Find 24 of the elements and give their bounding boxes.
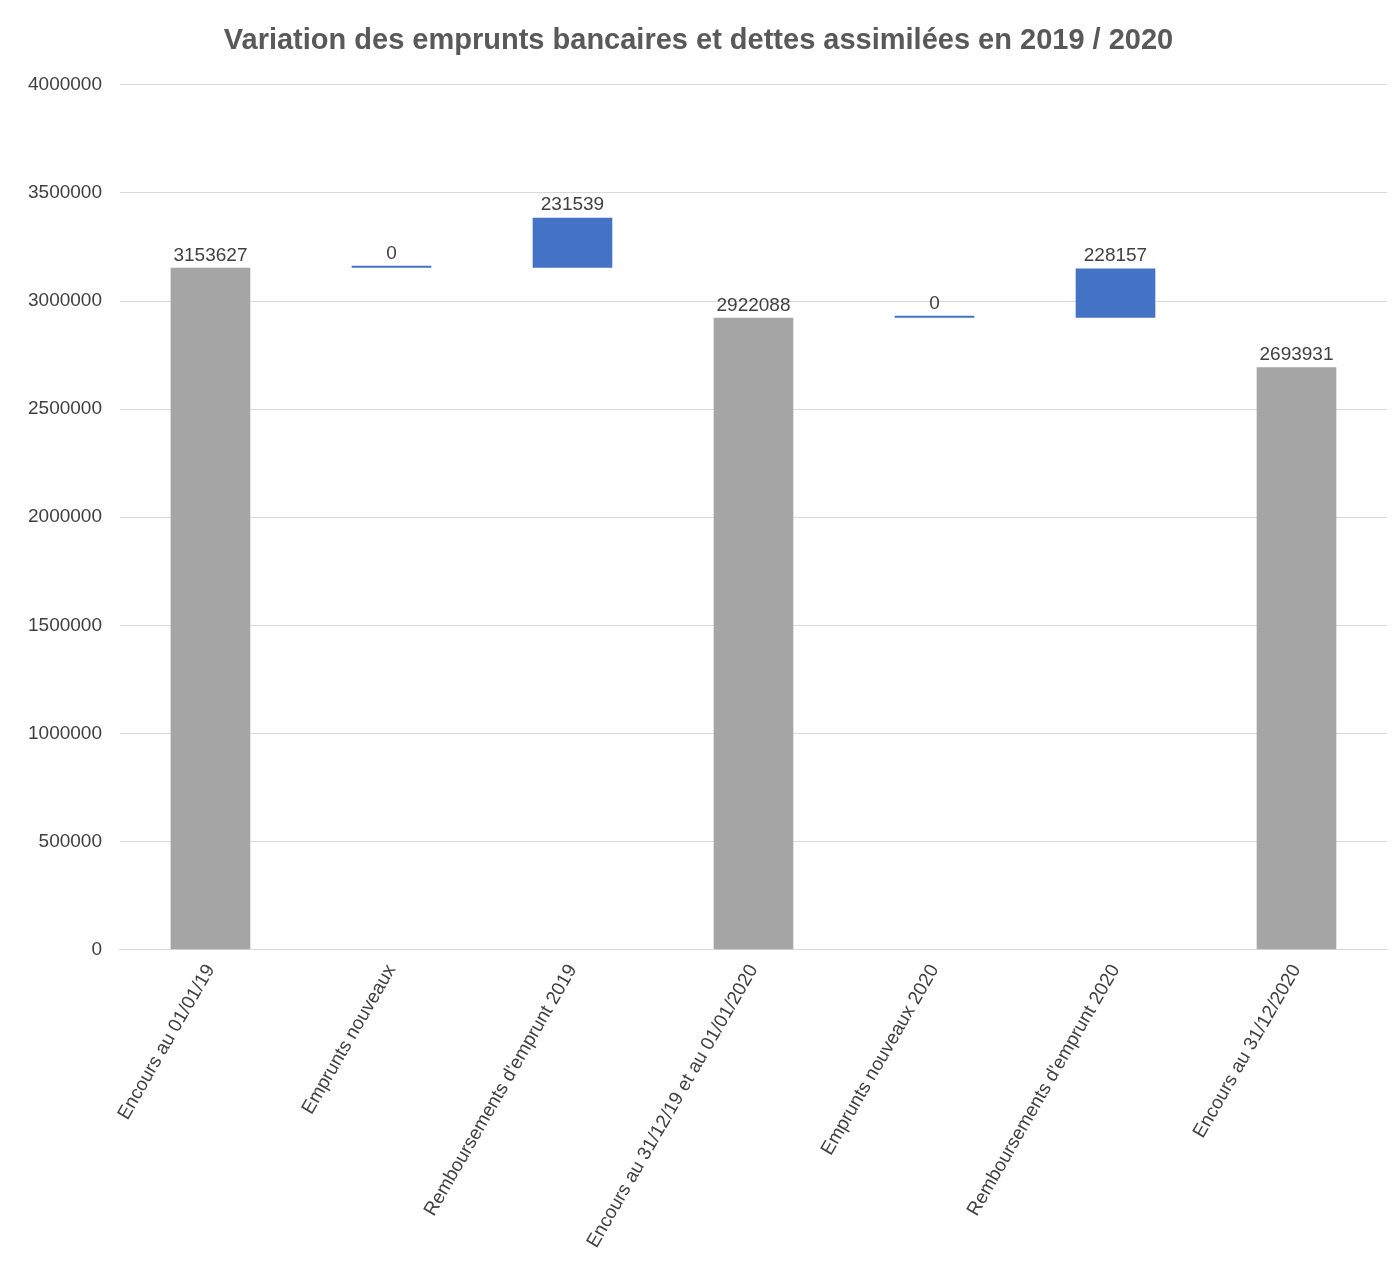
y-tick-label: 3000000 <box>28 289 102 311</box>
bar <box>351 265 432 268</box>
y-tick-label: 1500000 <box>28 613 102 635</box>
y-tick-label: 2000000 <box>28 505 102 527</box>
data-label: 2693931 <box>1259 342 1334 364</box>
data-label: 2922088 <box>716 293 791 315</box>
y-tick-label: 0 <box>91 937 102 959</box>
bar <box>532 217 613 268</box>
data-label: 0 <box>929 291 940 313</box>
y-tick-label: 2500000 <box>28 397 102 419</box>
bar <box>713 317 794 950</box>
chart-title: Variation des emprunts bancaires et dettes assimilées en 2019 / 2020 <box>223 23 1174 56</box>
data-label: 228157 <box>1083 244 1148 266</box>
bar <box>170 267 251 950</box>
bar <box>1075 268 1156 318</box>
y-tick-label: 500000 <box>38 829 102 851</box>
y-tick-label: 4000000 <box>28 73 102 95</box>
data-label: 231539 <box>540 193 605 215</box>
y-tick-label: 1000000 <box>28 721 102 743</box>
data-label: 3153627 <box>173 243 248 265</box>
data-label: 0 <box>386 241 397 263</box>
bar <box>1256 367 1337 950</box>
y-tick-label: 3500000 <box>28 181 102 203</box>
bar <box>894 315 975 318</box>
